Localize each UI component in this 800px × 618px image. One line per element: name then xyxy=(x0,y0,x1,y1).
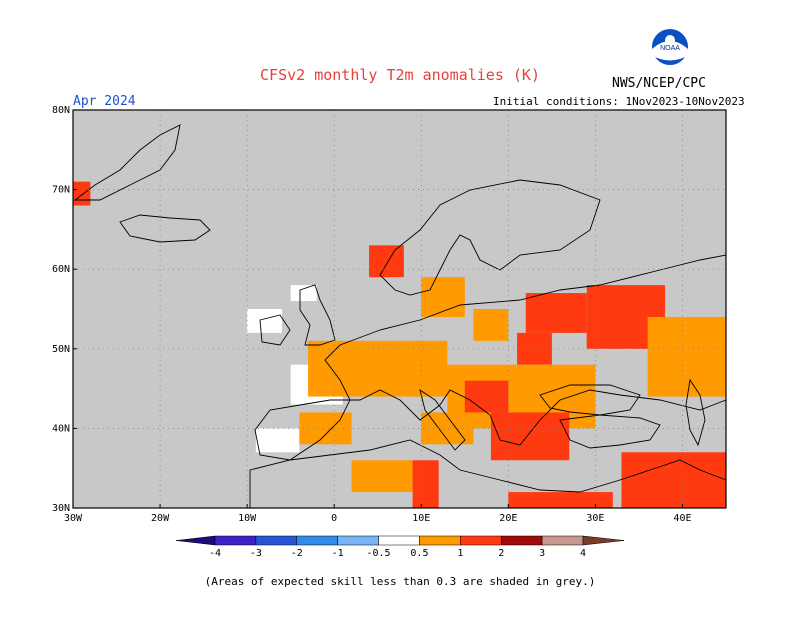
lon-tick-label: 10W xyxy=(238,513,257,524)
anomaly-region xyxy=(351,460,413,493)
colorbar-tick-label: 0.5 xyxy=(410,548,428,559)
anomaly-region xyxy=(308,340,448,397)
noaa-logo-text: NOAA xyxy=(660,45,680,52)
lon-tick-label: 10E xyxy=(412,513,430,524)
axis-ticks: 30N 40N 50N 60N 70N 80N 30W 20W 10W 0 10E 20E 30E 40E xyxy=(52,105,692,524)
colorbar-bin xyxy=(337,535,379,546)
anomaly-region xyxy=(525,293,587,333)
anomaly-region xyxy=(517,332,552,365)
anomaly-region xyxy=(621,452,726,508)
lon-tick-label: 20W xyxy=(151,513,170,524)
skill-region xyxy=(255,428,300,453)
anomaly-region xyxy=(73,181,91,206)
lat-tick-label: 40N xyxy=(52,423,70,434)
lon-tick-label: 40E xyxy=(673,513,691,524)
initial-conditions: Initial conditions: 1Nov2023-10Nov2023 xyxy=(493,95,745,108)
lon-tick-label: 20E xyxy=(499,513,517,524)
lat-tick-label: 50N xyxy=(52,344,70,355)
lat-tick-label: 30N xyxy=(52,503,70,514)
lon-tick-label: 30E xyxy=(586,513,604,524)
anomaly-region xyxy=(473,309,509,341)
colorbar-bin xyxy=(541,535,584,546)
anomaly-region xyxy=(369,245,404,278)
colorbar-tick-label: -1 xyxy=(332,548,344,559)
lat-tick-label: 60N xyxy=(52,264,70,275)
colorbar-bin xyxy=(460,535,502,546)
anomaly-region xyxy=(490,412,570,461)
anomaly-region xyxy=(464,380,509,413)
colorbar-bin xyxy=(419,535,461,546)
colorbar-tick-label: -2 xyxy=(291,548,303,559)
anomaly-region xyxy=(412,460,439,508)
lon-tick-label: 0 xyxy=(331,513,337,524)
skill-region xyxy=(247,309,282,333)
footnote: (Areas of expected skill less than 0.3 a… xyxy=(204,575,596,588)
noaa-logo: NOAA xyxy=(650,27,690,67)
colorbar-tick-label: -3 xyxy=(250,548,262,559)
anomaly-region xyxy=(421,277,465,317)
lat-tick-label: 80N xyxy=(52,105,70,116)
colorbar: -4 -3 -2 -1 -0.5 0.5 1 2 3 4 xyxy=(175,535,625,559)
forecast-month: Apr 2024 xyxy=(73,94,136,109)
colorbar-bin xyxy=(500,535,543,546)
skill-region xyxy=(290,285,317,302)
colorbar-tick-label: -4 xyxy=(209,548,221,559)
colorbar-bin xyxy=(378,535,420,546)
anomaly-regions xyxy=(73,181,726,508)
colorbar-low-end xyxy=(175,535,216,546)
colorbar-bin xyxy=(296,535,338,546)
colorbar-tick-label: 3 xyxy=(539,548,545,559)
anomaly-region xyxy=(647,316,726,397)
colorbar-tick-label: -0.5 xyxy=(367,548,391,559)
colorbar-bin xyxy=(255,535,298,546)
map-frame xyxy=(72,109,727,509)
colorbar-high-end xyxy=(582,535,625,546)
lon-tick-label: 30W xyxy=(64,513,83,524)
colorbar-tick-label: 1 xyxy=(457,548,463,559)
colorbar-tick-label: 2 xyxy=(498,548,504,559)
anomaly-region xyxy=(508,492,613,508)
colorbar-bin xyxy=(214,535,257,546)
colorbar-tick-label: 4 xyxy=(580,548,586,559)
agency-label: NWS/NCEP/CPC xyxy=(612,76,706,91)
figure-title: CFSv2 monthly T2m anomalies (K) xyxy=(260,66,540,84)
lat-tick-label: 70N xyxy=(52,185,70,196)
